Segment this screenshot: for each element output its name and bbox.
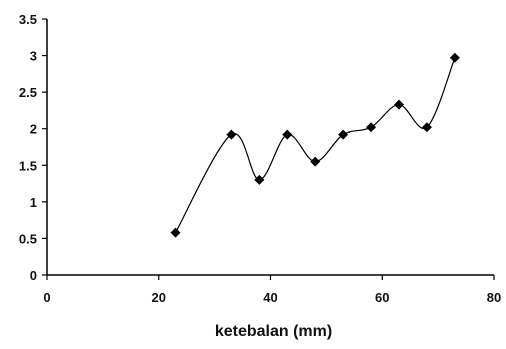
y-tick-label: 1 bbox=[30, 195, 37, 210]
x-axis-title: ketebalan (mm) bbox=[215, 323, 332, 340]
data-point-marker bbox=[170, 227, 181, 238]
series-line bbox=[174, 57, 456, 233]
data-point-marker bbox=[282, 129, 293, 140]
data-point-marker bbox=[226, 129, 237, 140]
x-tick-label: 80 bbox=[487, 290, 501, 305]
y-axis-ticks: 0 0.5 1 1.5 2 2.5 3 3.5 bbox=[19, 12, 47, 283]
x-axis-ticks: 0 20 40 60 80 bbox=[43, 275, 501, 305]
y-tick-label: 0 bbox=[30, 268, 37, 283]
data-markers bbox=[170, 52, 460, 238]
data-point-marker bbox=[449, 52, 460, 63]
y-tick-label: 3 bbox=[30, 49, 37, 64]
y-tick-label: 1.5 bbox=[19, 158, 37, 173]
x-tick-label: 60 bbox=[375, 290, 389, 305]
y-tick-label: 3.5 bbox=[19, 12, 37, 27]
data-point-marker bbox=[310, 156, 321, 167]
data-point-marker bbox=[394, 99, 405, 110]
y-tick-label: 0.5 bbox=[19, 231, 37, 246]
data-point-marker bbox=[254, 174, 265, 185]
y-tick-label: 2.5 bbox=[19, 85, 37, 100]
x-tick-label: 40 bbox=[263, 290, 277, 305]
x-tick-label: 0 bbox=[43, 290, 50, 305]
data-point-marker bbox=[338, 129, 349, 140]
y-tick-label: 2 bbox=[30, 122, 37, 137]
y-axis: 0 0.5 1 1.5 2 2.5 3 3.5 bbox=[19, 12, 48, 283]
x-axis: 0 20 40 60 80 bbox=[43, 274, 501, 305]
data-point-marker bbox=[421, 122, 432, 133]
x-tick-label: 20 bbox=[152, 290, 166, 305]
data-point-marker bbox=[366, 122, 377, 133]
